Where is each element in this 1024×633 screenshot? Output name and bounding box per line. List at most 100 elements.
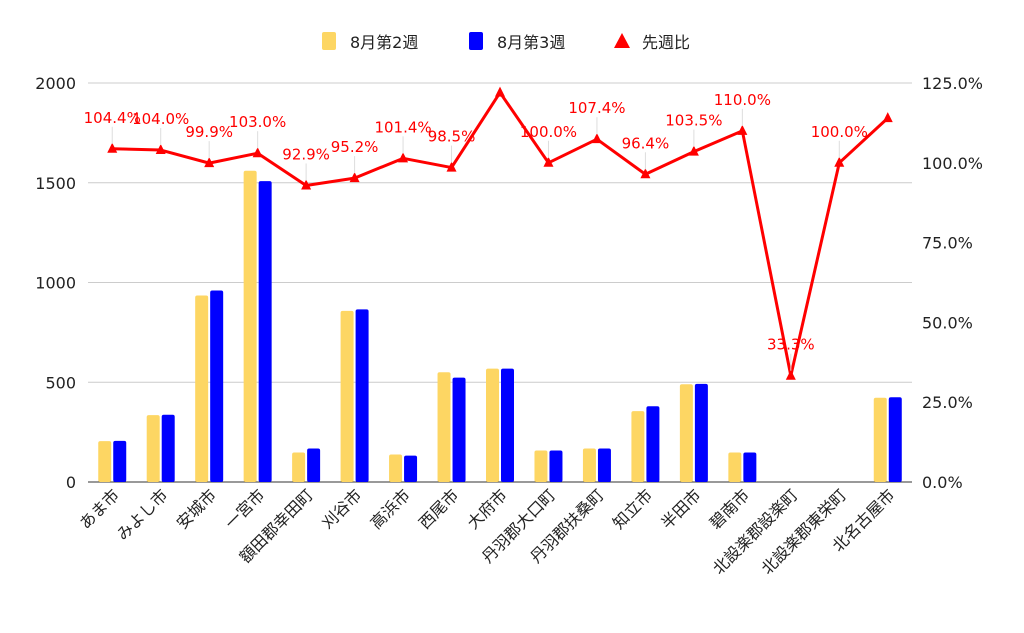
bar [452,377,466,482]
category-label: 安城市 [173,485,220,532]
bar [597,448,611,482]
ratio-point [301,179,312,190]
ratio-data-label: 103.0% [229,113,286,131]
legend-label: 8月第2週 [350,33,418,52]
ratio-data-label: 101.4% [374,118,431,136]
left-tick-label: 2000 [35,74,76,93]
bar [486,368,499,482]
bar [161,414,175,482]
bar [389,454,403,482]
bars [98,170,902,483]
bar [631,411,645,482]
bar [888,397,902,482]
right-tick-label: 0.0% [922,473,963,492]
ratio-data-label: 99.9% [185,123,233,141]
bar [873,397,887,482]
bar [307,448,321,482]
legend-swatch [469,32,483,50]
left-tick-label: 0 [66,473,76,492]
category-label: 西尾市 [415,485,462,532]
ratio-data-label: 110.0% [714,91,771,109]
bar [501,368,514,482]
right-axis-ticks: 0.0% 25.0% 50.0% 75.0% 100.0% 125.0% [922,74,983,492]
ratio-data-label: 95.2% [331,138,379,156]
bar [679,384,693,482]
ratio-point [204,157,215,168]
category-label: 北設楽郡設楽町 [709,485,802,578]
bar [743,452,757,482]
ratio-point [107,142,118,153]
right-tick-label: 75.0% [922,234,973,253]
bar [534,450,548,482]
ratio-point [495,86,505,97]
bar [243,170,257,482]
ratio-point [252,147,263,158]
bar [210,290,224,482]
bar [113,440,127,482]
bar [437,372,451,482]
category-label: 一宮市 [221,485,268,532]
ratio-point [155,144,166,155]
bar [195,295,209,482]
ratio-point [349,172,360,183]
ratio-point [882,112,893,123]
bar [582,448,596,482]
category-label: みよし市 [113,485,172,544]
category-label: 高浜市 [367,485,414,532]
ratio-point [446,161,457,172]
ratio-point [785,369,796,380]
ratio-data-label: 103.5% [665,112,722,130]
ratio-data-label: 107.4% [568,99,625,117]
ratio-point [688,145,699,156]
bar [340,310,354,482]
ratio-data-label: 104.0% [132,110,189,128]
right-tick-label: 100.0% [922,154,983,173]
bar [146,415,160,482]
bar [258,181,272,483]
ratio-data-label: 98.5% [428,128,476,146]
bar [728,452,742,482]
ratio-line: 104.4%104.0%99.9%103.0%92.9% 95.2%101.4%9… [84,86,893,380]
ratio-point [591,133,602,144]
category-label: 知立市 [609,485,656,532]
bar [549,450,563,482]
right-tick-label: 125.0% [922,74,983,93]
ratio-point [834,156,845,167]
ratio-data-label: 96.4% [622,134,670,152]
ratio-point [398,152,409,163]
right-tick-label: 25.0% [922,393,973,412]
ratio-data-label: 104.4% [84,109,141,127]
left-tick-label: 500 [45,373,76,392]
legend-label: 8月第3週 [497,33,565,52]
legend-swatch [322,32,336,50]
left-tick-label: 1500 [35,174,76,193]
left-tick-label: 1000 [35,274,76,293]
ratio-data-label: 100.0% [811,123,868,141]
category-label: 北設楽郡東栄町 [757,485,850,578]
category-label: 大府市 [463,485,510,532]
ratio-data-label: 100.0% [520,123,577,141]
bar [292,452,306,482]
legend-swatch [614,33,630,48]
legend-label: 先週比 [642,33,690,52]
legend: 8月第2週 8月第3週 先週比 [322,32,690,52]
ratio-point [737,124,748,135]
category-label: あま市 [76,485,123,532]
category-label: 刈谷市 [318,485,365,532]
ratio-data-label: 92.9% [282,145,330,163]
bar [355,309,369,482]
right-tick-label: 50.0% [922,313,973,332]
bar [404,455,418,482]
ratio-point [543,156,554,167]
bar [646,406,660,482]
gridlines [88,82,912,483]
ratio-point [640,168,651,179]
category-label: 碧南市 [706,485,753,532]
ratio-data-label: 33.3% [767,336,815,354]
category-label: 半田市 [657,485,704,532]
bar [98,441,112,482]
left-axis-ticks: 0 500 1000 1500 2000 [35,74,76,492]
bar [694,383,708,482]
